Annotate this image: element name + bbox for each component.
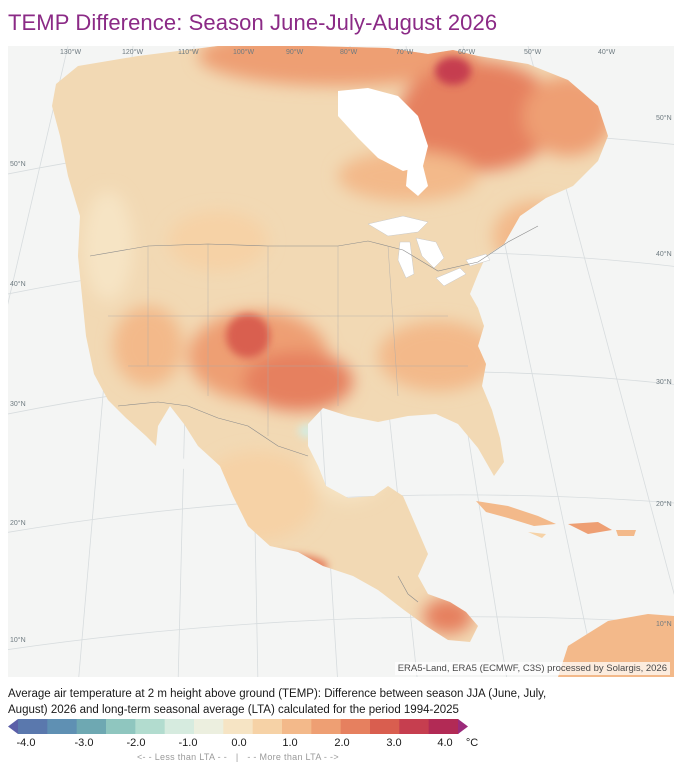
lon-label-70w: 70°W — [396, 48, 414, 56]
lat-label-20-right: 20°N — [656, 500, 672, 508]
lat-label-20-left: 20°N — [10, 519, 26, 527]
legend-swatch — [18, 719, 48, 734]
legend-swatch — [311, 719, 342, 734]
map-attribution: ERA5-Land, ERA5 (ECMWF, C3S) processed b… — [394, 662, 670, 675]
lon-label-60w: 60°W — [458, 48, 476, 56]
legend-tick-0: 0.0 — [231, 737, 247, 749]
legend-swatch — [399, 719, 430, 734]
map-description: Average air temperature at 2 m height ab… — [8, 688, 547, 716]
legend-arrow-right — [458, 719, 468, 734]
lon-label-90w: 90°W — [286, 48, 304, 56]
lon-label-40w: 40°W — [598, 48, 616, 56]
south-america-land — [558, 614, 674, 677]
lon-label-120w: 120°W — [122, 48, 143, 56]
page-title: TEMP Difference: Season June-July-August… — [8, 10, 498, 35]
legend-more-note: - - More than LTA - -> — [247, 752, 339, 762]
james-bay — [406, 164, 428, 196]
lon-label-100w: 100°W — [233, 48, 254, 56]
lat-label-40-right: 40°N — [656, 250, 672, 258]
political-borders — [89, 225, 539, 603]
caribbean-islands — [476, 501, 636, 538]
legend-tick-neg3: -3.0 — [74, 737, 94, 749]
lat-label-30-right: 30°N — [656, 378, 672, 386]
legend-tick-2: 2.0 — [334, 737, 350, 749]
legend-tick-neg2: -2.0 — [126, 737, 146, 749]
legend-swatch — [428, 719, 459, 734]
lat-label-40-left: 40°N — [10, 280, 26, 288]
lon-label-80w: 80°W — [340, 48, 358, 56]
lat-label-50-right: 50°N — [656, 114, 672, 122]
state-borders — [108, 244, 468, 436]
legend-color-bar — [8, 719, 468, 734]
legend-swatch — [282, 719, 312, 734]
legend-swatch — [223, 719, 254, 734]
lon-label-50w: 50°W — [524, 48, 542, 56]
legend-swatch — [47, 719, 78, 734]
temperature-map[interactable]: 50°N 40°N 30°N 20°N 10°N 50°N 40°N 30°N … — [8, 46, 674, 677]
map-canvas: 50°N 40°N 30°N 20°N 10°N 50°N 40°N 30°N … — [8, 46, 674, 677]
lat-label-10-left: 10°N — [10, 636, 26, 644]
gulf-of-california — [158, 426, 188, 471]
lat-label-30-left: 30°N — [10, 400, 26, 408]
legend-unit: °C — [465, 737, 479, 749]
legend-tick-neg1: -1.0 — [178, 737, 198, 749]
legend-tick-neg4: -4.0 — [16, 737, 36, 749]
great-lakes — [367, 215, 491, 287]
legend-tick-1: 1.0 — [282, 737, 298, 749]
lat-label-50-left: 50°N — [10, 160, 26, 168]
legend-swatch — [76, 719, 107, 734]
legend-separator: | — [235, 752, 239, 762]
legend-swatch — [135, 719, 166, 734]
legend-tick-4: 4.0 — [437, 737, 453, 749]
legend-arrow-left — [8, 719, 18, 734]
lon-label-130w: 130°W — [60, 48, 81, 56]
lat-label-10-right: 10°N — [656, 620, 672, 628]
legend-less-note: <- - Less than LTA - - — [137, 752, 228, 762]
legend-swatch — [370, 719, 400, 734]
legend-swatch — [194, 719, 224, 734]
legend-swatch — [106, 719, 136, 734]
legend-notes: <- - Less than LTA - - | - - More than L… — [134, 752, 342, 762]
lon-label-110w: 110°W — [178, 48, 199, 56]
hudson-bay — [338, 88, 428, 171]
legend-tick-labels: -4.0 -3.0 -2.0 -1.0 0.0 1.0 2.0 3.0 4.0 … — [8, 737, 488, 751]
legend-swatch — [164, 719, 195, 734]
legend-tick-3: 3.0 — [386, 737, 402, 749]
legend-swatch — [252, 719, 283, 734]
legend-swatch — [340, 719, 371, 734]
